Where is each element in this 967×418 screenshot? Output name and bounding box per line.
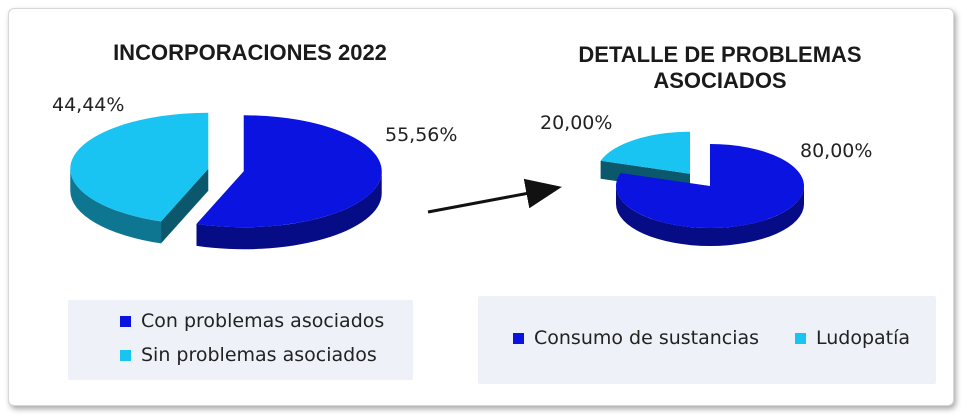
legend-label-sin-problemas: Sin problemas asociados (141, 344, 377, 366)
chart-2-title-line-1: DETALLE DE PROBLEMAS (578, 42, 862, 67)
chart-1-title: INCORPORACIONES 2022 (113, 40, 387, 65)
data-label-con-problemas: 55,56% (385, 124, 458, 146)
data-label-sin-problemas: 44,44% (52, 94, 125, 116)
data-label-ludopatia: 20,00% (540, 112, 613, 134)
pie-chart-incorporaciones (70, 112, 382, 250)
legend-label-ludopatia: Ludopatía (816, 327, 911, 349)
legend-swatch-sin-problemas (120, 349, 131, 361)
legend-label-con-problemas: Con problemas asociados (141, 310, 385, 332)
pie1-slice-con-problemas (196, 115, 382, 228)
data-label-consumo: 80,00% (800, 140, 873, 162)
pie1-slice-side-con-problemas (196, 171, 382, 250)
pie1-slice-wall-sin-problemas (161, 168, 209, 244)
legend-swatch-consumo (513, 332, 524, 344)
legend-item-ludopatia: Ludopatía (795, 327, 910, 349)
pie1-slice-side-sin-problemas (70, 168, 162, 244)
pie2-slice-ludopatia (600, 131, 691, 174)
legend-2 (478, 296, 936, 384)
legend-label-consumo: Consumo de sustancias (534, 327, 760, 349)
chart-2-title-line-2: ASOCIADOS (653, 68, 787, 93)
legend-swatch-ludopatia (795, 332, 806, 344)
legend-1 (68, 300, 413, 380)
pie2-slice-side-consumo (616, 186, 804, 246)
flow-arrow (427, 178, 562, 214)
legend-item-consumo: Consumo de sustancias (513, 327, 759, 349)
pie2-slice-consumo (616, 144, 805, 229)
legend-item-sin-problemas: Sin problemas asociados (120, 344, 377, 366)
pie-chart-detalle (600, 131, 805, 246)
legend-swatch-con-problemas (120, 315, 131, 327)
legend-item-con-problemas: Con problemas asociados (120, 310, 384, 332)
pie1-slice-sin-problemas (70, 112, 209, 222)
chart-2-title: DETALLE DE PROBLEMAS ASOCIADOS (520, 42, 920, 94)
